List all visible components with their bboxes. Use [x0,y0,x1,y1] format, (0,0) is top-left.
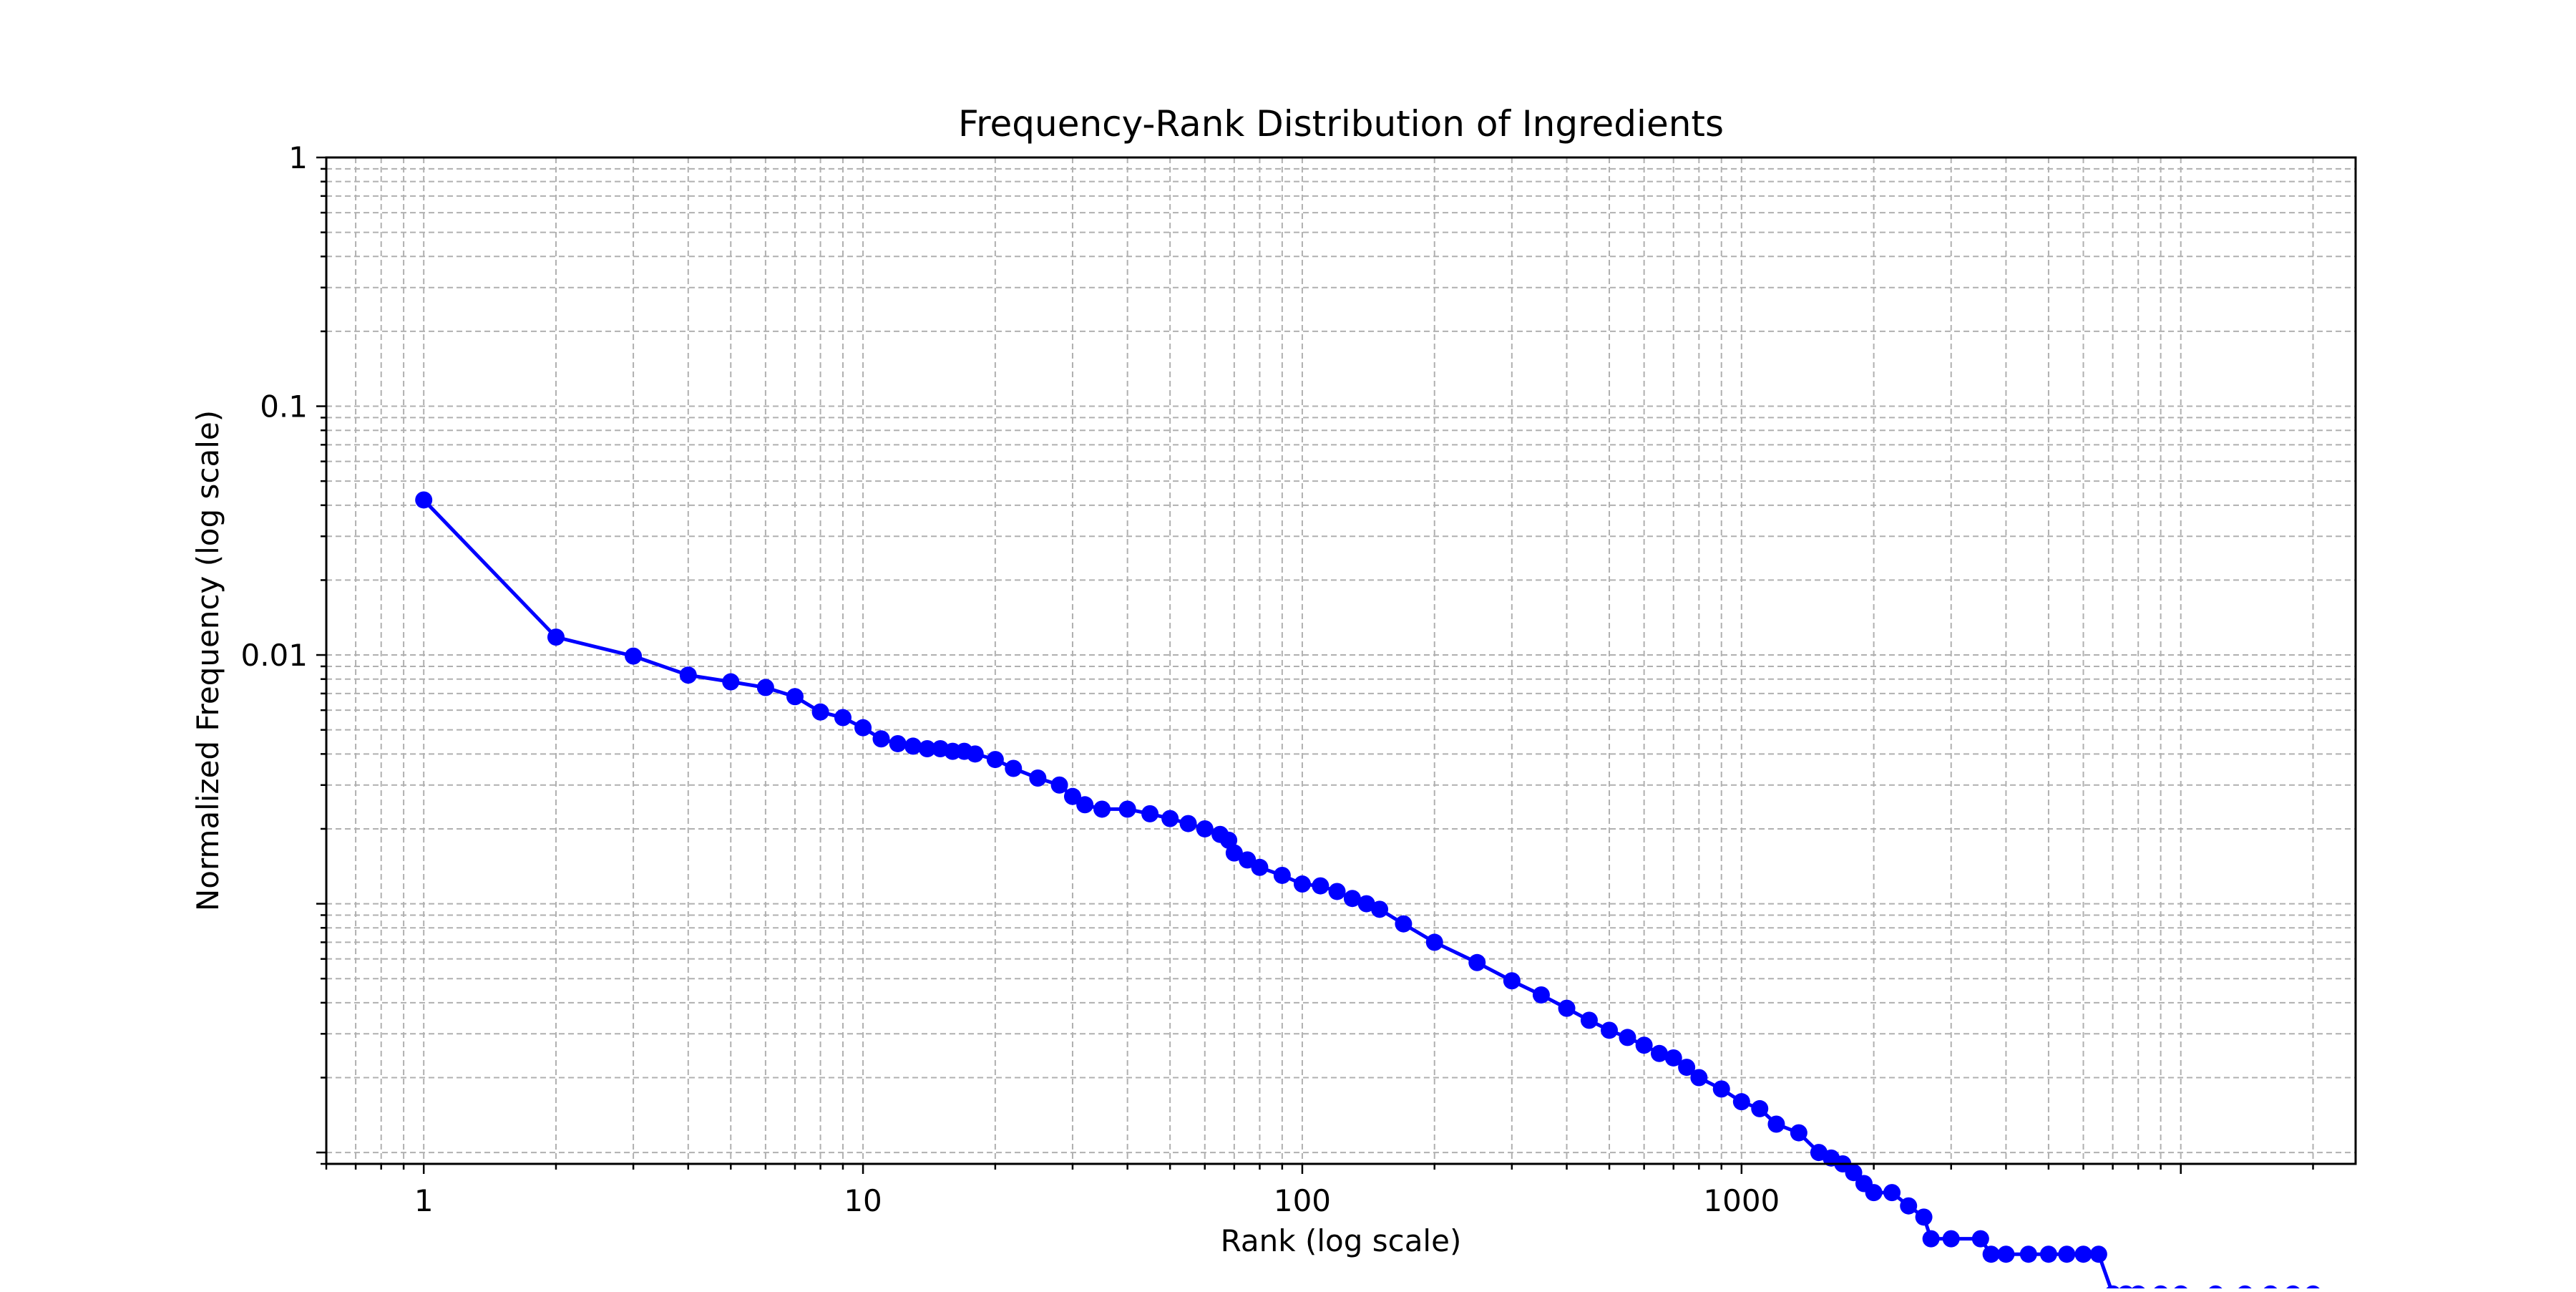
data-point [1343,890,1361,908]
series-layer [415,491,2322,1292]
data-point [1179,815,1197,832]
data-point [1942,1230,1960,1248]
data-point [1196,820,1214,837]
data-point [1141,805,1159,822]
data-point [1601,1021,1619,1039]
data-point [1650,1044,1668,1062]
data-point [2058,1245,2076,1263]
data-point [904,737,922,755]
data-point [1161,810,1179,827]
data-point [1664,1049,1682,1067]
data-point [1635,1036,1653,1054]
data-point [1395,915,1413,933]
data-point [679,666,697,684]
x-tick-label: 10 [844,1183,882,1218]
data-point [811,703,829,721]
data-point [834,709,852,727]
data-point [1900,1197,1918,1215]
data-point [1619,1029,1636,1046]
data-point [786,688,804,706]
data-point [1357,895,1375,913]
data-point [2039,1245,2057,1263]
data-point [1029,769,1047,787]
data-point [1678,1059,1696,1077]
data-point [2089,1245,2107,1263]
data-point [1845,1164,1863,1182]
data-point [1790,1124,1807,1142]
data-point [1690,1069,1708,1087]
data-point [1225,844,1243,862]
x-tick-label: 1000 [1703,1183,1780,1218]
y-axis-label: Normalized Frequency (log scale) [190,410,225,911]
data-point [1971,1230,1989,1248]
data-point [1865,1184,1883,1202]
data-point [1312,877,1330,895]
x-tick-label: 1 [414,1183,434,1218]
data-point [1922,1230,1940,1248]
data-point [1503,972,1521,990]
data-point [1118,800,1136,818]
data-point [1063,787,1081,805]
data-point [1425,933,1443,951]
data-point [1883,1184,1901,1202]
data-point [1712,1080,1730,1098]
x-axis-label: Rank (log scale) [1221,1223,1462,1258]
data-point [1371,900,1389,918]
data-point [1580,1011,1598,1029]
data-point [918,739,936,757]
data-point [1328,883,1346,900]
data-point [1997,1245,2015,1263]
data-point [756,679,774,696]
x-tick-label: 100 [1274,1183,1331,1218]
data-point [872,730,890,748]
data-point [547,628,565,646]
axes-frame [325,156,2357,1165]
data-point [1915,1208,1933,1226]
y-tick-label: 0.01 [240,638,308,673]
tick-layer: 1 10 100 1000 1 0.1 0.01 [240,140,2314,1218]
data-point [415,491,433,509]
chart-title: Frequency-Rank Distribution of Ingredien… [958,103,1724,145]
data-point [1076,796,1094,814]
data-point [2019,1245,2037,1263]
data-point [1468,953,1486,971]
data-point [1005,759,1023,777]
data-point [889,734,907,752]
data-point [1293,875,1311,893]
data-point [722,673,740,691]
data-point [986,751,1004,769]
data-point [1251,858,1269,876]
data-point [625,647,643,665]
data-point [1273,866,1291,884]
data-point [2074,1245,2092,1263]
data-point [1558,999,1576,1017]
data-point [1093,800,1111,818]
data-point [1532,986,1550,1004]
data-point [1732,1093,1750,1111]
data-point [1050,776,1068,794]
grid-layer [326,157,2356,1165]
data-point [1751,1099,1769,1117]
data-point [1767,1115,1785,1133]
y-tick-label: 0.1 [260,389,308,424]
data-point [1982,1245,2000,1263]
data-point [1239,851,1257,869]
y-tick-label: 1 [288,140,308,175]
data-point [966,745,984,763]
data-point [854,719,872,737]
